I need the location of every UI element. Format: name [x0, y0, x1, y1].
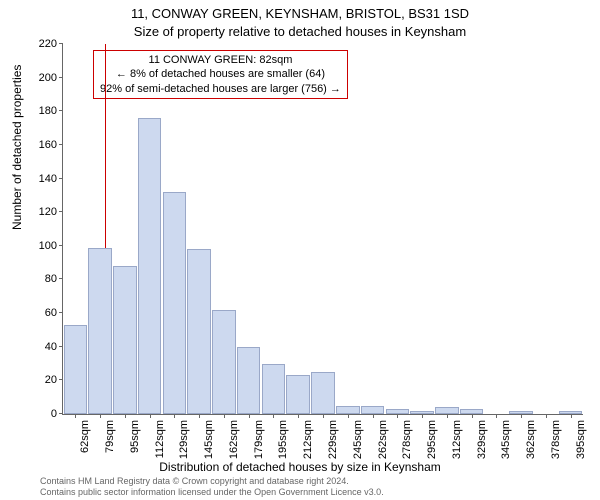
- footnote-line2: Contains public sector information licen…: [40, 487, 600, 498]
- x-tick-mark: [521, 414, 522, 418]
- x-tick-label: 262sqm: [377, 420, 389, 459]
- y-tick-label: 180: [39, 105, 57, 117]
- chart-title-desc: Size of property relative to detached ho…: [0, 24, 600, 39]
- annot-line2: ← 8% of detached houses are smaller (64): [100, 67, 341, 81]
- x-tick-label: 295sqm: [426, 420, 438, 459]
- y-tick-mark: [59, 312, 63, 313]
- x-tick-label: 79sqm: [104, 420, 116, 453]
- histogram-bar: [435, 407, 459, 414]
- x-tick-mark: [174, 414, 175, 418]
- x-tick-mark: [496, 414, 497, 418]
- y-tick-label: 160: [39, 139, 57, 151]
- x-tick-label: 95sqm: [129, 420, 141, 453]
- x-tick-label: 195sqm: [277, 420, 289, 459]
- x-tick-label: 378sqm: [550, 420, 562, 459]
- histogram-bar: [336, 406, 360, 414]
- footnote-line1: Contains HM Land Registry data © Crown c…: [40, 476, 600, 487]
- y-tick-mark: [59, 110, 63, 111]
- x-tick-mark: [273, 414, 274, 418]
- x-tick-mark: [199, 414, 200, 418]
- x-tick-label: 345sqm: [500, 420, 512, 459]
- y-tick-mark: [59, 278, 63, 279]
- x-tick-label: 162sqm: [228, 420, 240, 459]
- x-tick-mark: [249, 414, 250, 418]
- y-tick-mark: [59, 43, 63, 44]
- histogram-bar: [113, 266, 137, 414]
- x-tick-mark: [397, 414, 398, 418]
- x-tick-mark: [100, 414, 101, 418]
- x-tick-mark: [546, 414, 547, 418]
- x-tick-mark: [75, 414, 76, 418]
- histogram-bar: [286, 375, 310, 414]
- x-tick-label: 62sqm: [79, 420, 91, 453]
- x-tick-label: 112sqm: [154, 420, 166, 458]
- y-tick-label: 100: [39, 240, 57, 252]
- x-tick-mark: [571, 414, 572, 418]
- x-tick-mark: [373, 414, 374, 418]
- histogram-bar: [311, 372, 335, 414]
- y-tick-label: 140: [39, 173, 57, 185]
- y-tick-mark: [59, 379, 63, 380]
- x-tick-mark: [323, 414, 324, 418]
- y-tick-label: 120: [39, 206, 57, 218]
- histogram-bar: [212, 310, 236, 414]
- x-tick-label: 145sqm: [203, 420, 215, 459]
- y-tick-label: 0: [51, 408, 57, 420]
- y-tick-mark: [59, 178, 63, 179]
- x-tick-label: 362sqm: [525, 420, 537, 459]
- x-tick-mark: [472, 414, 473, 418]
- annot-line3: 92% of semi-detached houses are larger (…: [100, 82, 341, 96]
- histogram-bar: [237, 347, 261, 414]
- x-tick-label: 179sqm: [253, 420, 265, 459]
- annotation-box: 11 CONWAY GREEN: 82sqm ← 8% of detached …: [93, 50, 348, 99]
- y-tick-mark: [59, 346, 63, 347]
- x-axis-label: Distribution of detached houses by size …: [0, 460, 600, 474]
- x-tick-mark: [125, 414, 126, 418]
- y-tick-label: 200: [39, 72, 57, 84]
- x-tick-label: 229sqm: [327, 420, 339, 459]
- histogram-bar: [187, 249, 211, 414]
- x-tick-label: 395sqm: [575, 420, 587, 459]
- y-tick-label: 60: [45, 307, 57, 319]
- y-tick-mark: [59, 413, 63, 414]
- x-tick-mark: [224, 414, 225, 418]
- y-tick-mark: [59, 245, 63, 246]
- x-tick-mark: [447, 414, 448, 418]
- y-axis-label: Number of detached properties: [10, 65, 24, 230]
- x-tick-label: 278sqm: [401, 420, 413, 459]
- y-tick-label: 40: [45, 341, 57, 353]
- annot-line1: 11 CONWAY GREEN: 82sqm: [100, 53, 341, 67]
- x-tick-mark: [150, 414, 151, 418]
- histogram-bar: [138, 118, 162, 414]
- x-tick-label: 129sqm: [178, 420, 190, 459]
- y-tick-label: 80: [45, 273, 57, 285]
- y-tick-mark: [59, 211, 63, 212]
- histogram-bar: [262, 364, 286, 414]
- x-tick-mark: [298, 414, 299, 418]
- y-tick-mark: [59, 77, 63, 78]
- x-tick-mark: [348, 414, 349, 418]
- y-tick-label: 20: [45, 374, 57, 386]
- histogram-bar: [163, 192, 187, 414]
- x-tick-label: 212sqm: [302, 420, 314, 459]
- x-tick-label: 312sqm: [451, 420, 463, 459]
- chart-title-address: 11, CONWAY GREEN, KEYNSHAM, BRISTOL, BS3…: [0, 6, 600, 21]
- footnote: Contains HM Land Registry data © Crown c…: [40, 476, 600, 498]
- histogram-bar: [88, 248, 112, 415]
- x-tick-label: 329sqm: [476, 420, 488, 459]
- histogram-bar: [361, 406, 385, 414]
- histogram-plot: 11 CONWAY GREEN: 82sqm ← 8% of detached …: [62, 44, 583, 415]
- y-tick-label: 220: [39, 38, 57, 50]
- x-tick-mark: [422, 414, 423, 418]
- histogram-bar: [64, 325, 88, 414]
- x-tick-label: 245sqm: [352, 420, 364, 459]
- y-tick-mark: [59, 144, 63, 145]
